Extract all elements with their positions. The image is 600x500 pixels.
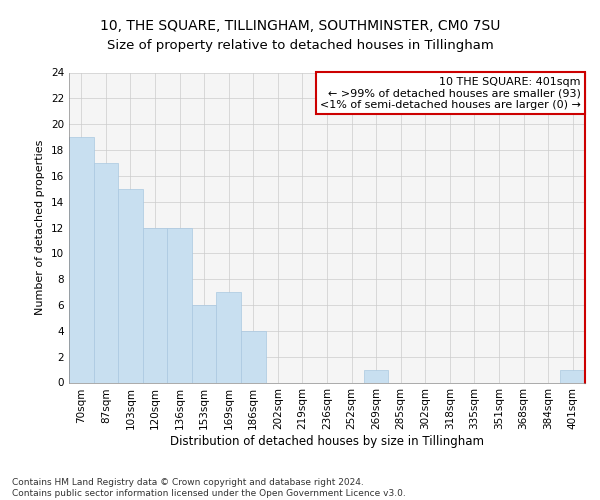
Bar (69, 137, 94, 382)
Text: Size of property relative to detached houses in Tillingham: Size of property relative to detached ho… (107, 40, 493, 52)
Bar (364, 370, 388, 382)
Bar (192, 305, 217, 382)
Bar (118, 188, 143, 382)
Bar (94, 163, 118, 382)
Bar (143, 228, 167, 382)
X-axis label: Distribution of detached houses by size in Tillingham: Distribution of detached houses by size … (170, 435, 484, 448)
Y-axis label: Number of detached properties: Number of detached properties (35, 140, 46, 315)
Bar (560, 370, 585, 382)
Bar (241, 331, 266, 382)
Bar (217, 292, 241, 382)
Bar (167, 228, 192, 382)
Text: 10, THE SQUARE, TILLINGHAM, SOUTHMINSTER, CM0 7SU: 10, THE SQUARE, TILLINGHAM, SOUTHMINSTER… (100, 18, 500, 32)
Text: Contains HM Land Registry data © Crown copyright and database right 2024.
Contai: Contains HM Land Registry data © Crown c… (12, 478, 406, 498)
Text: 10 THE SQUARE: 401sqm
← >99% of detached houses are smaller (93)
<1% of semi-det: 10 THE SQUARE: 401sqm ← >99% of detached… (320, 76, 581, 110)
